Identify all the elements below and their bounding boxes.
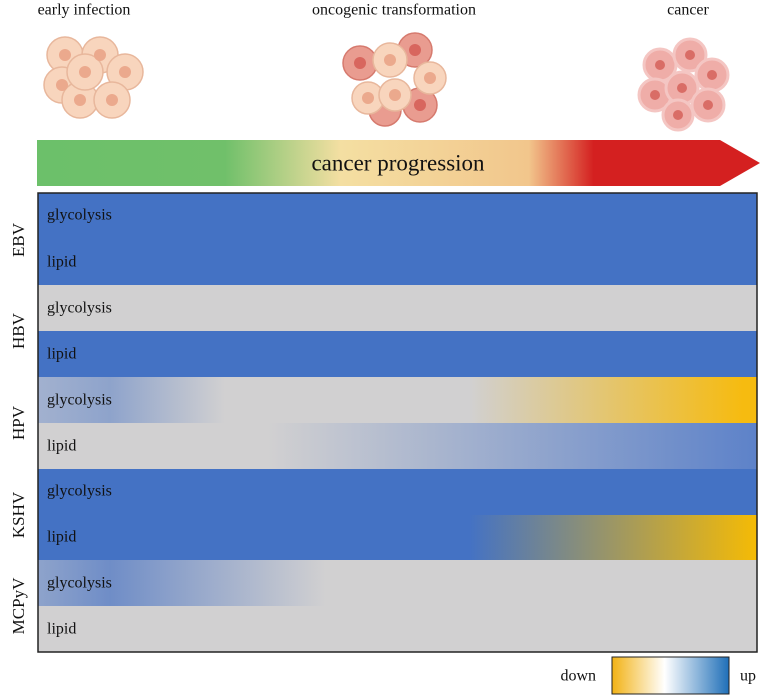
stage-label: cancer <box>667 2 709 19</box>
legend-gradient <box>611 656 730 695</box>
cells-transform <box>342 32 447 127</box>
row-label: lipid <box>47 438 76 455</box>
row-band <box>38 331 757 377</box>
legend-low: down <box>560 668 596 685</box>
stage-label: oncogenic transformation <box>312 2 476 19</box>
row-label: glycolysis <box>47 392 112 409</box>
row-band <box>38 560 757 606</box>
virus-labels: EBV HBV HPV KSHV MCPyV <box>9 222 28 634</box>
virus-label: EBV <box>9 222 28 257</box>
virus-label: KSHV <box>9 491 28 538</box>
progression-label: cancer progression <box>311 150 485 175</box>
row-band <box>38 285 757 331</box>
cells-cancer <box>637 37 730 132</box>
row-band <box>38 469 757 515</box>
row-label: glycolysis <box>47 300 112 317</box>
virus-label: HBV <box>9 312 28 349</box>
row-band <box>38 606 757 652</box>
progression-arrow <box>37 140 760 186</box>
row-label: glycolysis <box>47 207 112 224</box>
legend-high: up <box>740 668 756 685</box>
row-band <box>38 423 757 469</box>
row-label: lipid <box>47 346 76 363</box>
virus-label: HPV <box>9 405 28 440</box>
virus-label: MCPyV <box>9 577 28 634</box>
row-band <box>38 377 757 423</box>
row-band <box>38 193 757 285</box>
row-label: lipid <box>47 254 76 271</box>
row-label: lipid <box>47 621 76 638</box>
row-band <box>38 515 757 560</box>
row-label: lipid <box>47 529 76 546</box>
heatmap-border <box>37 192 758 653</box>
row-labels: glycolysis lipid glycolysis lipid glycol… <box>47 207 112 638</box>
heatmap <box>37 192 758 653</box>
row-label: glycolysis <box>47 575 112 592</box>
cells-early <box>43 36 144 119</box>
row-label: glycolysis <box>47 483 112 500</box>
stage-label: early infection <box>38 2 131 19</box>
legend: down up <box>560 656 756 695</box>
